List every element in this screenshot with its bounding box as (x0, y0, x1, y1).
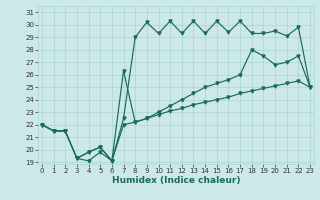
X-axis label: Humidex (Indice chaleur): Humidex (Indice chaleur) (112, 176, 240, 185)
